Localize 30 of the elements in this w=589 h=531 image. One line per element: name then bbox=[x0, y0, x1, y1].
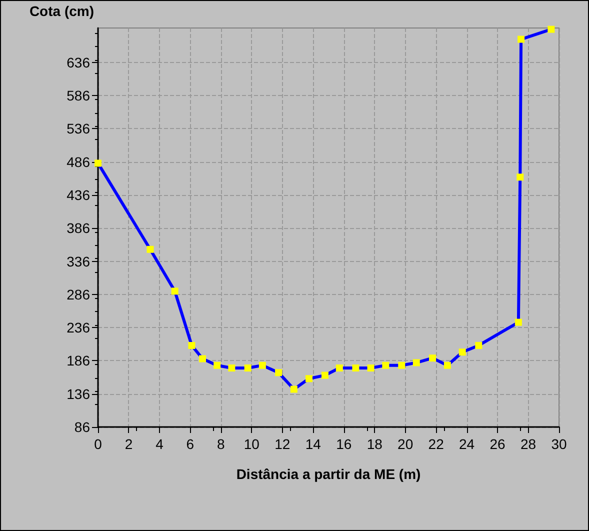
x-tick-label: 20 bbox=[398, 436, 414, 452]
x-axis-title: Distância a partir da ME (m) bbox=[236, 466, 421, 482]
x-tick-label: 6 bbox=[186, 436, 194, 452]
y-tick-label: 486 bbox=[66, 154, 90, 170]
y-tick-label: 236 bbox=[66, 320, 90, 336]
y-tick-label: 386 bbox=[66, 220, 90, 236]
x-tick-label: 14 bbox=[305, 436, 322, 452]
x-tick-label: 4 bbox=[156, 436, 164, 452]
y-tick-label: 536 bbox=[66, 120, 90, 137]
y-tick-label: 186 bbox=[66, 352, 90, 369]
x-tick-label: 12 bbox=[274, 436, 290, 452]
y-tick-label: 336 bbox=[66, 253, 90, 270]
y-tick-label: 436 bbox=[66, 187, 90, 204]
y-tick-label: 586 bbox=[66, 88, 90, 104]
x-tick-label: 22 bbox=[428, 436, 444, 452]
y-tick-label: 136 bbox=[66, 386, 90, 402]
x-tick-label: 0 bbox=[94, 436, 102, 452]
x-tick-label: 28 bbox=[520, 436, 536, 452]
y-tick-label: 86 bbox=[74, 419, 90, 435]
y-tick-label: 636 bbox=[66, 54, 90, 70]
x-tick-label: 2 bbox=[124, 436, 133, 452]
y-tick-label: 286 bbox=[66, 286, 90, 302]
x-tick-label: 10 bbox=[244, 436, 260, 452]
x-tick-label: 24 bbox=[459, 436, 475, 452]
x-tick-label: 8 bbox=[217, 436, 226, 452]
x-tick-label: 16 bbox=[336, 436, 352, 452]
x-tick-label: 30 bbox=[551, 436, 567, 452]
y-axis-title: Cota (cm) bbox=[29, 3, 94, 19]
x-tick-label: 18 bbox=[366, 436, 383, 452]
x-tick-label: 26 bbox=[490, 436, 506, 452]
